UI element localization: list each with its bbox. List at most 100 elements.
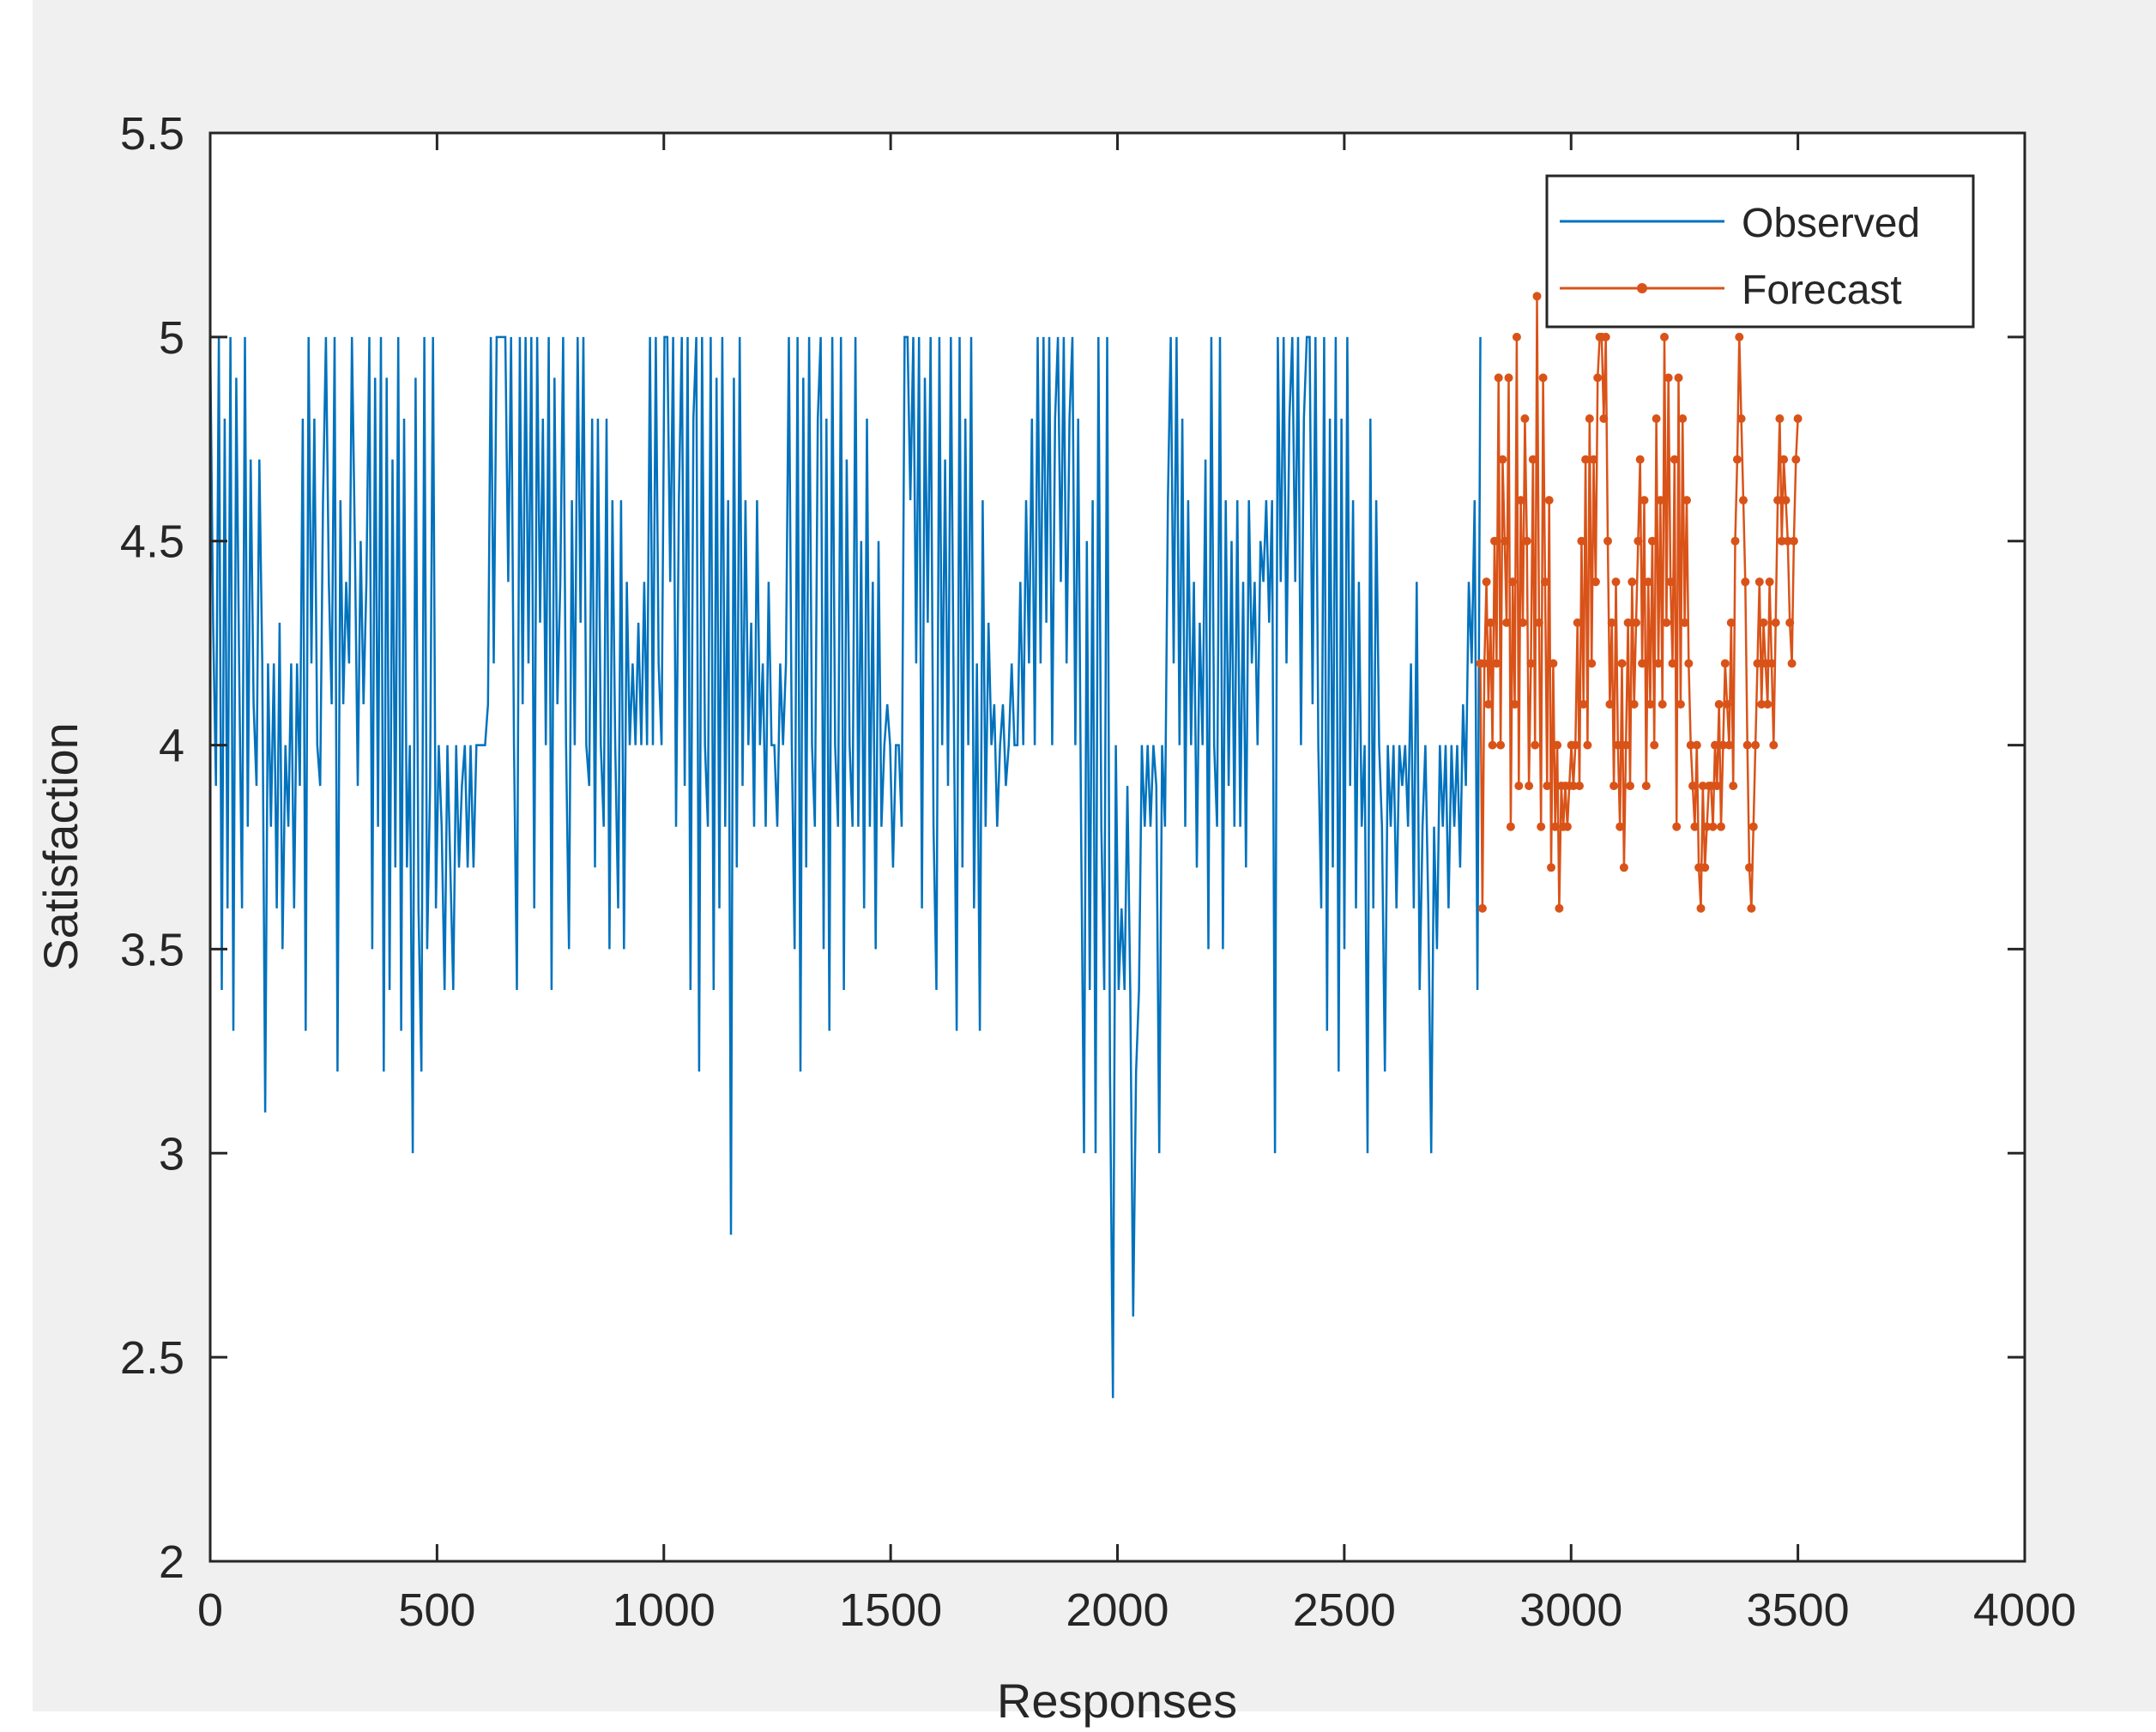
data-point-forecast (1605, 700, 1615, 709)
data-point-forecast (1550, 822, 1560, 831)
data-point-forecast (1526, 659, 1536, 668)
x-tick-label: 1500 (839, 1584, 942, 1636)
y-tick-label: 2.5 (120, 1332, 184, 1384)
y-tick-label: 5.5 (120, 108, 184, 160)
data-point-forecast (1742, 740, 1752, 750)
data-point-forecast (1516, 496, 1525, 505)
data-point-forecast (1585, 414, 1594, 423)
data-point-forecast (1568, 782, 1578, 791)
data-point-forecast (1779, 455, 1789, 464)
data-point-forecast (1660, 332, 1669, 341)
legend: Observed Forecast (1545, 174, 1975, 329)
data-point-forecast (1672, 822, 1682, 831)
data-point-forecast (1477, 903, 1487, 913)
data-point-forecast (1680, 618, 1689, 627)
data-point-forecast (1514, 782, 1524, 791)
data-point-forecast (1488, 740, 1497, 750)
data-point-forecast (1510, 700, 1519, 709)
data-point-forecast (1754, 577, 1764, 587)
x-tick-label: 0 (197, 1584, 223, 1636)
x-tick-label: 2000 (1066, 1584, 1169, 1636)
data-point-forecast (1579, 700, 1588, 709)
data-point-forecast (1656, 496, 1665, 505)
series-line-forecast (1479, 296, 1799, 908)
data-point-forecast (1678, 414, 1688, 423)
data-point-forecast (1599, 414, 1609, 423)
data-point-forecast (1504, 373, 1513, 383)
data-point-forecast (1692, 740, 1701, 750)
data-point-forecast (1745, 863, 1754, 872)
data-point-forecast (1531, 740, 1540, 750)
data-point-forecast (1753, 659, 1762, 668)
data-point-forecast (1720, 659, 1730, 668)
data-point-forecast (1615, 822, 1625, 831)
data-point-forecast (1714, 700, 1724, 709)
data-point-forecast (1640, 496, 1649, 505)
data-point-forecast (1730, 536, 1740, 546)
y-tick-label: 4.5 (120, 516, 184, 568)
data-point-forecast (1717, 822, 1725, 831)
data-point-forecast (1702, 822, 1712, 831)
data-point-forecast (1496, 740, 1506, 750)
data-point-forecast (1520, 414, 1530, 423)
x-tick-label: 3000 (1519, 1584, 1622, 1636)
data-point-forecast (1775, 414, 1785, 423)
data-point-forecast (1619, 863, 1628, 872)
data-point-forecast (1613, 740, 1622, 750)
x-tick-label: 3500 (1747, 1584, 1850, 1636)
data-point-forecast (1757, 700, 1766, 709)
data-point-forecast (1500, 536, 1509, 546)
data-point-forecast (1492, 659, 1501, 668)
data-point-forecast (1736, 414, 1746, 423)
data-point-forecast (1783, 536, 1792, 546)
data-point-forecast (1623, 618, 1633, 627)
data-point-forecast (1611, 577, 1621, 587)
x-tick-label: 2500 (1293, 1584, 1396, 1636)
data-point-forecast (1676, 700, 1685, 709)
data-point-forecast (1769, 740, 1779, 750)
data-point-forecast (1647, 536, 1657, 546)
data-point-forecast (1658, 700, 1667, 709)
data-point-forecast (1622, 740, 1631, 750)
data-point-forecast (1544, 496, 1554, 505)
data-point-forecast (1634, 536, 1643, 546)
data-point-forecast (1732, 455, 1742, 464)
data-point-forecast (1785, 618, 1795, 627)
data-point-forecast (1512, 332, 1521, 341)
data-point-forecast (1781, 496, 1791, 505)
data-point-forecast (1571, 740, 1580, 750)
data-point-forecast (1629, 700, 1639, 709)
data-point-forecast (1638, 659, 1647, 668)
data-point-forecast (1668, 659, 1677, 668)
data-point-forecast (1759, 618, 1768, 627)
data-point-forecast (1747, 903, 1756, 913)
y-tick-label: 2 (159, 1536, 184, 1588)
data-point-forecast (1696, 903, 1706, 913)
data-point-forecast (1654, 659, 1663, 668)
data-point-forecast (1562, 822, 1572, 831)
y-axis-label: Satisfaction (33, 722, 88, 971)
y-tick-label: 3 (159, 1128, 184, 1180)
data-point-forecast (1641, 782, 1651, 791)
data-point-forecast (1632, 618, 1640, 627)
data-point-forecast (1765, 577, 1774, 587)
data-point-forecast (1628, 577, 1637, 587)
data-point-forecast (1609, 782, 1619, 791)
data-point-forecast (1498, 455, 1507, 464)
data-point-forecast (1506, 822, 1515, 831)
data-point-forecast (1718, 740, 1728, 750)
data-point-forecast (1587, 659, 1597, 668)
data-point-forecast (1575, 782, 1584, 791)
data-point-forecast (1603, 536, 1612, 546)
legend-label-observed: Observed (1742, 201, 1920, 246)
data-point-forecast (1739, 496, 1748, 505)
data-point-forecast (1483, 700, 1493, 709)
data-point-forecast (1549, 659, 1558, 668)
data-point-forecast (1494, 373, 1503, 383)
data-point-forecast (1534, 618, 1543, 627)
data-point-forecast (1662, 618, 1671, 627)
data-point-forecast (1607, 618, 1616, 627)
data-point-forecast (1686, 740, 1695, 750)
data-point-forecast (1480, 659, 1489, 668)
